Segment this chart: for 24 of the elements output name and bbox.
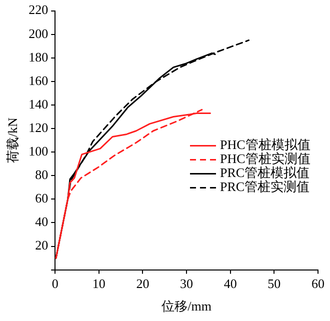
- legend-label: PRC管桩模拟值: [220, 165, 310, 180]
- x-tick-label: 10: [92, 276, 106, 292]
- y-tick-label: 40: [35, 214, 48, 230]
- x-tick-label: 0: [52, 276, 58, 292]
- x-tick-label: 60: [312, 276, 324, 292]
- y-tick-label: 100: [28, 143, 48, 158]
- y-tick-label: 180: [28, 49, 48, 64]
- y-tick-label: 80: [35, 167, 48, 182]
- y-tick-label: 160: [28, 72, 48, 88]
- y-axis-title: 荷载/kN: [5, 116, 20, 164]
- y-tick-label: 220: [28, 2, 48, 18]
- x-tick-label: 20: [136, 276, 150, 292]
- x-tick-label: 30: [180, 276, 194, 292]
- y-tick-label: 140: [28, 96, 48, 112]
- y-tick-label: 60: [35, 190, 48, 206]
- legend-label: PHC管桩模拟值: [220, 137, 310, 152]
- y-tick-label: 120: [28, 120, 48, 135]
- legend-label: PRC管桩实测值: [220, 179, 310, 194]
- y-tick-label: 200: [28, 26, 48, 41]
- x-axis-title: 位移/mm: [162, 298, 212, 314]
- legend-label: PHC管桩实测值: [220, 151, 310, 166]
- x-tick-label: 50: [268, 276, 281, 292]
- x-tick-label: 40: [224, 276, 237, 292]
- y-tick-label: 20: [35, 238, 48, 253]
